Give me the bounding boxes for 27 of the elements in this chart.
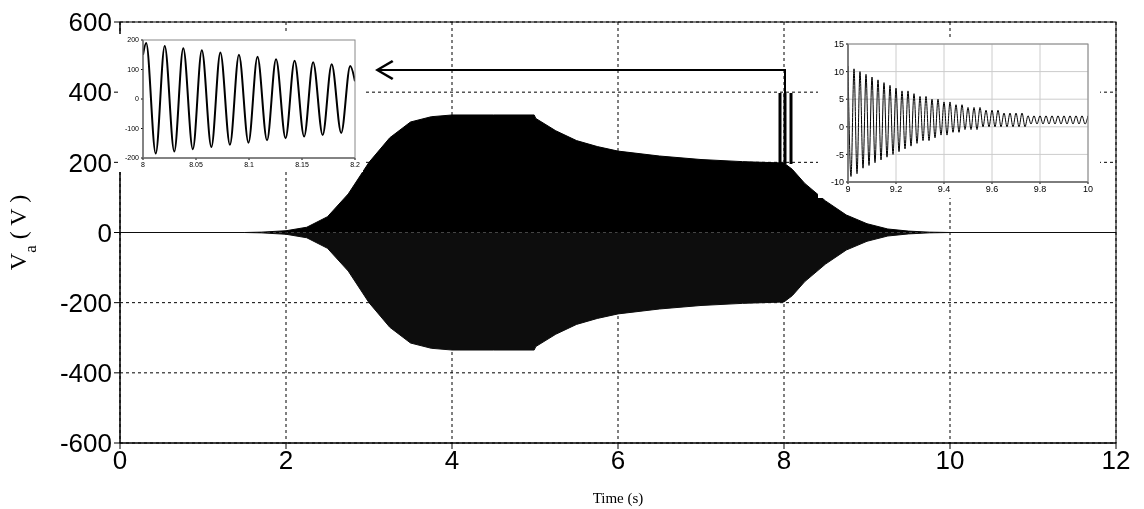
y-tick-label: 15 [833, 39, 844, 50]
x-tick-label: 9 [845, 184, 851, 195]
x-tick-label: 9.8 [1033, 184, 1047, 195]
y-tick-label: 5 [838, 94, 844, 105]
y-tick-label: 0 [97, 217, 112, 248]
y-tick-label: 10 [833, 66, 844, 77]
x-tick-label: 10 [935, 445, 965, 476]
x-axis-title: Time (s) [592, 490, 644, 507]
y-tick-label: -5 [835, 149, 844, 160]
x-tick-label: 6 [610, 445, 626, 476]
x-tick-label: 9.6 [985, 184, 999, 195]
x-tick-label: 9.2 [889, 184, 903, 195]
y-tick-label: -10 [830, 177, 844, 188]
x-tick-label: 10 [1082, 184, 1094, 195]
x-tick-label: 2 [278, 445, 294, 476]
y-tick-label: -400 [59, 358, 112, 389]
x-tick-label: 4 [444, 445, 460, 476]
y-tick-label: 600 [68, 7, 112, 38]
y-tick-label: 0 [838, 122, 844, 132]
line-series [143, 41, 355, 155]
x-tick-label: 8 [776, 445, 792, 476]
y-tick-label: 200 [68, 147, 112, 178]
x-tick-label: 12 [1101, 445, 1131, 476]
y-tick-label: -600 [59, 428, 112, 459]
x-tick-label: 9.4 [937, 184, 951, 195]
y-tick-label: 400 [68, 77, 112, 108]
y-tick-label: -200 [59, 287, 112, 318]
